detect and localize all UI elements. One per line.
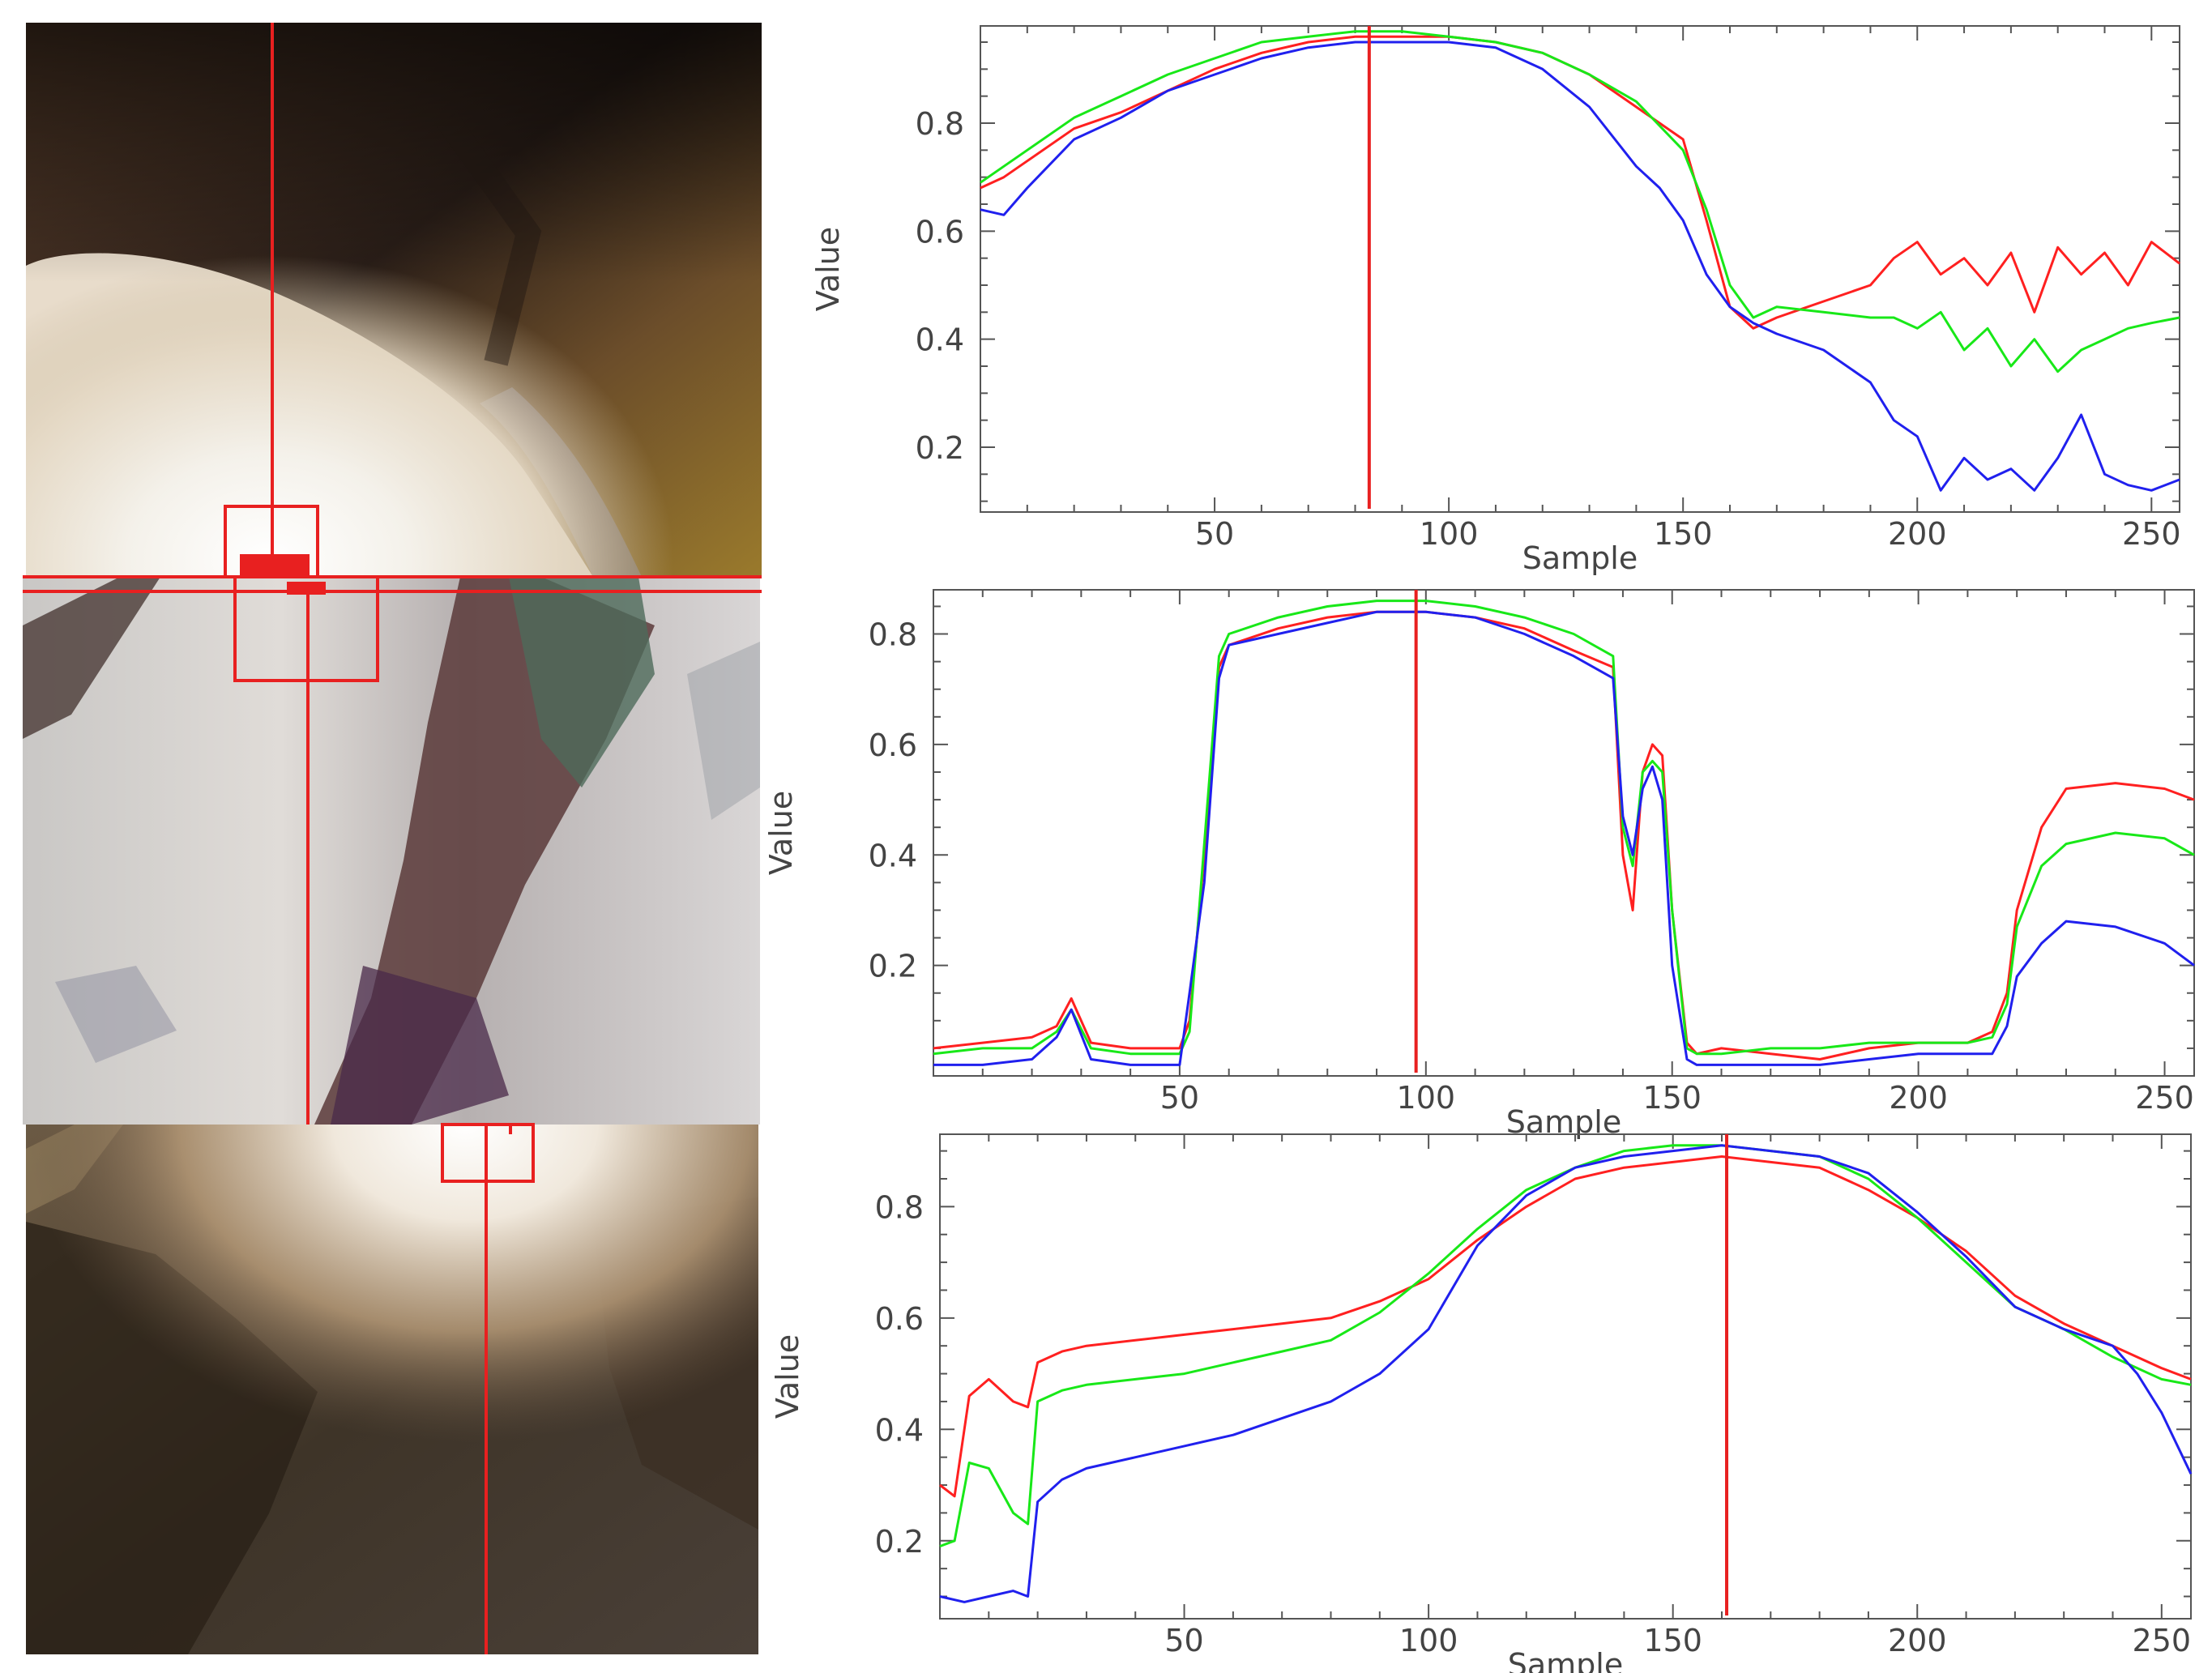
x-tick-label: 100 — [1397, 1080, 1456, 1116]
profile-chart-bottom: 50 100 150 200 250 0.2 0.4 0.6 0.8 Sample Value — [770, 1122, 2196, 1673]
x-axis-label: Sample — [1508, 1647, 1623, 1673]
y-axis-label: Value — [763, 791, 799, 875]
y-axis-label: Value — [770, 1334, 805, 1419]
x-tick-label: 50 — [1195, 516, 1234, 552]
satellite-image-bottom — [26, 1125, 758, 1654]
x-tick-label: 100 — [1399, 1623, 1458, 1658]
satellite-image-middle — [23, 577, 760, 1125]
y-axis-label: Value — [810, 227, 846, 311]
x-tick-label: 250 — [2135, 1080, 2194, 1116]
y-tick-label: 0.2 — [869, 949, 917, 984]
x-tick-label: 100 — [1420, 516, 1479, 552]
series-line-red — [939, 1155, 2192, 1498]
x-tick-label: 150 — [1654, 516, 1713, 552]
y-tick-label: 0.6 — [916, 214, 964, 250]
x-tick-label: 150 — [1642, 1080, 1702, 1116]
x-tick-label: 200 — [1888, 516, 1947, 552]
satellite-image-top — [26, 23, 762, 577]
series-line-blue — [933, 610, 2195, 1066]
profile-chart-middle: 50 100 150 200 250 0.2 0.4 0.6 0.8 Sample Value — [762, 575, 2196, 1140]
series-line-red — [933, 610, 2195, 1061]
x-tick-label: 250 — [2122, 516, 2181, 552]
plot-frame — [980, 25, 2180, 513]
series-line-green — [939, 1144, 2192, 1548]
series-line-green — [933, 600, 2195, 1056]
series-line-green — [980, 30, 2180, 373]
y-tick-label: 0.6 — [869, 728, 917, 763]
series-line-blue — [980, 41, 2180, 492]
series-line-red — [980, 35, 2180, 330]
y-tick-label: 0.4 — [916, 322, 964, 358]
x-axis-label: Sample — [1522, 540, 1638, 576]
y-tick-label: 0.4 — [875, 1412, 924, 1448]
x-tick-label: 150 — [1643, 1623, 1702, 1658]
series-line-blue — [939, 1144, 2193, 1603]
y-tick-label: 0.8 — [875, 1189, 924, 1225]
x-tick-label: 200 — [1889, 1080, 1948, 1116]
y-tick-label: 0.2 — [916, 430, 964, 466]
x-tick-label: 50 — [1160, 1080, 1199, 1116]
x-tick-label: 50 — [1164, 1623, 1203, 1658]
profile-chart-top: 50 100 150 200 250 0.2 0.4 0.6 0.8 Sample Value — [778, 16, 2188, 583]
y-tick-label: 0.8 — [916, 106, 964, 142]
y-tick-label: 0.4 — [869, 838, 917, 873]
y-tick-label: 0.6 — [875, 1301, 924, 1337]
x-tick-label: 250 — [2133, 1623, 2192, 1658]
y-tick-label: 0.2 — [875, 1524, 924, 1560]
plot-frame — [933, 589, 2195, 1077]
x-tick-label: 200 — [1888, 1623, 1947, 1658]
plot-frame — [939, 1133, 2192, 1620]
y-tick-label: 0.8 — [869, 617, 917, 653]
